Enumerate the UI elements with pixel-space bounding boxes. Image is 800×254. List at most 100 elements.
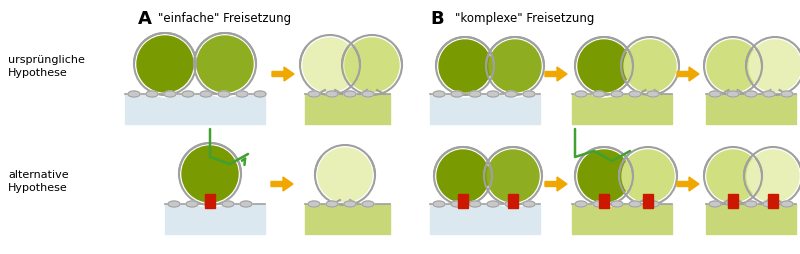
Polygon shape: [194, 34, 256, 95]
Ellipse shape: [763, 92, 775, 98]
Ellipse shape: [745, 201, 757, 207]
Ellipse shape: [575, 201, 587, 207]
Bar: [572, 204, 672, 234]
Circle shape: [573, 146, 635, 207]
Text: ursprüngliche
Hypothese: ursprüngliche Hypothese: [8, 55, 85, 78]
Ellipse shape: [218, 92, 230, 98]
Ellipse shape: [254, 92, 266, 98]
Circle shape: [482, 146, 544, 207]
Ellipse shape: [308, 92, 320, 98]
Bar: [728, 194, 738, 208]
Bar: [508, 194, 518, 208]
Ellipse shape: [745, 92, 757, 98]
Circle shape: [182, 146, 238, 202]
Circle shape: [573, 36, 635, 98]
Ellipse shape: [362, 92, 374, 98]
Ellipse shape: [575, 92, 587, 98]
Ellipse shape: [629, 92, 641, 98]
Ellipse shape: [469, 201, 481, 207]
Ellipse shape: [523, 201, 535, 207]
Ellipse shape: [647, 92, 659, 98]
Circle shape: [749, 41, 800, 93]
Polygon shape: [575, 38, 633, 95]
Ellipse shape: [168, 201, 180, 207]
Ellipse shape: [647, 201, 659, 207]
Ellipse shape: [611, 201, 623, 207]
Ellipse shape: [222, 201, 234, 207]
Ellipse shape: [200, 92, 212, 98]
Ellipse shape: [781, 201, 793, 207]
Polygon shape: [134, 34, 196, 95]
Bar: [305, 204, 390, 234]
Ellipse shape: [182, 92, 194, 98]
Ellipse shape: [308, 201, 320, 207]
Circle shape: [192, 32, 258, 98]
Ellipse shape: [240, 201, 252, 207]
Circle shape: [437, 150, 489, 202]
Ellipse shape: [727, 201, 739, 207]
Ellipse shape: [433, 201, 445, 207]
Text: "komplexe" Freisetzung: "komplexe" Freisetzung: [455, 12, 594, 25]
Ellipse shape: [236, 92, 248, 98]
Bar: [768, 194, 778, 208]
Bar: [706, 204, 796, 234]
Circle shape: [132, 32, 198, 98]
FancyArrow shape: [545, 68, 567, 82]
Circle shape: [197, 37, 253, 93]
Bar: [305, 95, 390, 124]
Ellipse shape: [505, 201, 517, 207]
Polygon shape: [486, 38, 544, 95]
Text: B: B: [430, 10, 444, 28]
Ellipse shape: [451, 92, 463, 98]
Bar: [165, 204, 265, 234]
Ellipse shape: [186, 201, 198, 207]
Circle shape: [578, 41, 630, 93]
Circle shape: [624, 41, 676, 93]
Polygon shape: [436, 38, 494, 95]
Circle shape: [345, 39, 399, 93]
Circle shape: [432, 146, 494, 207]
Bar: [430, 95, 540, 124]
Polygon shape: [484, 147, 542, 204]
Text: A: A: [138, 10, 152, 28]
Circle shape: [707, 41, 759, 93]
Circle shape: [177, 141, 243, 207]
Ellipse shape: [727, 92, 739, 98]
FancyArrow shape: [677, 68, 699, 82]
Circle shape: [318, 148, 372, 202]
Ellipse shape: [593, 92, 605, 98]
Polygon shape: [179, 144, 241, 204]
Text: alternative
Hypothese: alternative Hypothese: [8, 169, 69, 193]
Ellipse shape: [611, 92, 623, 98]
Ellipse shape: [593, 201, 605, 207]
Circle shape: [487, 150, 539, 202]
Circle shape: [137, 37, 193, 93]
Bar: [205, 194, 215, 208]
Circle shape: [707, 150, 759, 202]
Ellipse shape: [204, 201, 216, 207]
Bar: [599, 194, 609, 208]
Bar: [430, 204, 540, 234]
Polygon shape: [434, 147, 492, 204]
Ellipse shape: [146, 92, 158, 98]
Circle shape: [578, 150, 630, 202]
Ellipse shape: [433, 92, 445, 98]
Ellipse shape: [469, 92, 481, 98]
Ellipse shape: [487, 201, 499, 207]
FancyArrow shape: [677, 177, 699, 191]
Circle shape: [747, 150, 799, 202]
Ellipse shape: [763, 201, 775, 207]
Circle shape: [434, 36, 496, 98]
Circle shape: [622, 150, 674, 202]
Circle shape: [439, 41, 491, 93]
Text: "einfache" Freisetzung: "einfache" Freisetzung: [158, 12, 291, 25]
FancyArrow shape: [271, 177, 293, 191]
Ellipse shape: [326, 92, 338, 98]
Ellipse shape: [709, 201, 721, 207]
FancyArrow shape: [545, 177, 567, 191]
Bar: [458, 194, 468, 208]
Circle shape: [489, 41, 541, 93]
Ellipse shape: [629, 201, 641, 207]
Ellipse shape: [523, 92, 535, 98]
Ellipse shape: [505, 92, 517, 98]
